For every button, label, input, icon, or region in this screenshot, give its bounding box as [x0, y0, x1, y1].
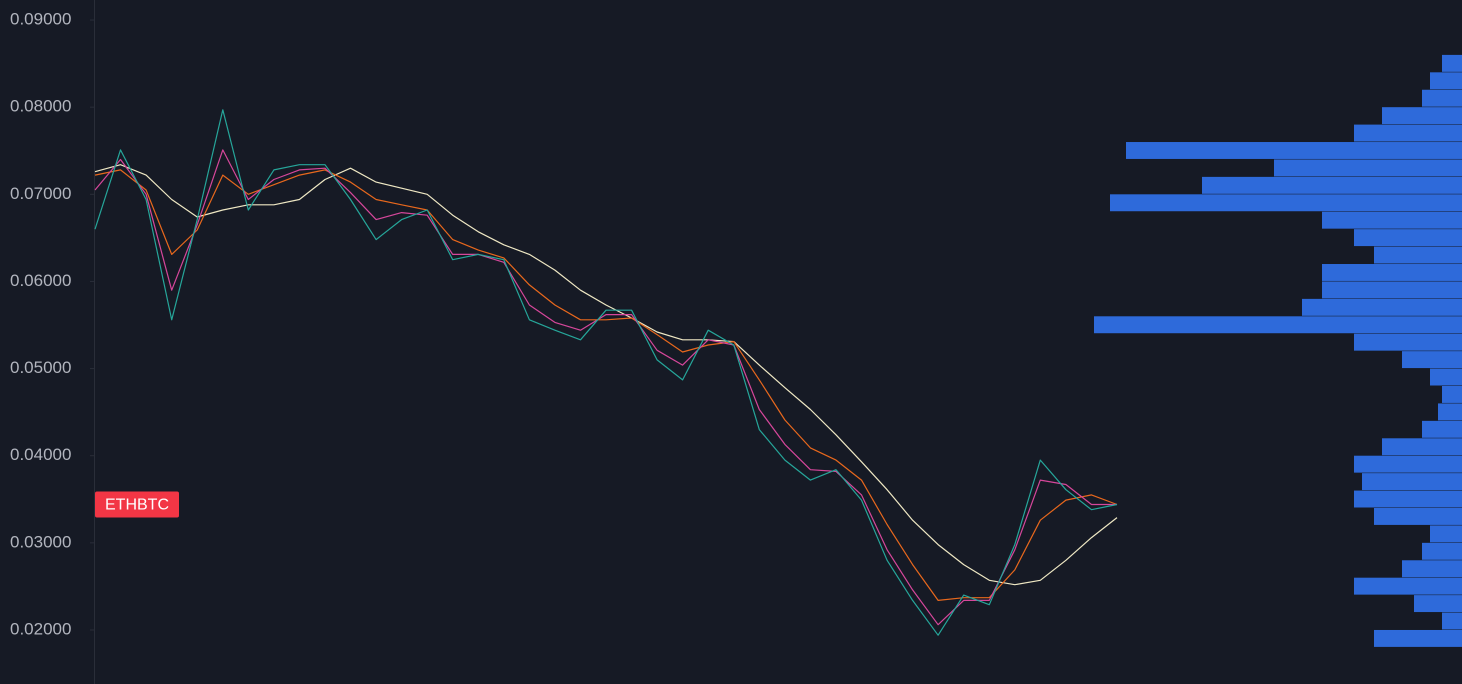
- volume-bar: [1382, 107, 1462, 125]
- y-tick-label: 0.03000: [10, 532, 71, 551]
- y-tick-label: 0.08000: [10, 97, 71, 116]
- volume-bar: [1442, 54, 1462, 72]
- volume-bar: [1422, 89, 1462, 107]
- volume-bar: [1322, 281, 1462, 299]
- volume-bar: [1430, 525, 1462, 543]
- volume-bar: [1202, 176, 1462, 194]
- y-tick-label: 0.09000: [10, 10, 71, 29]
- volume-bar: [1110, 194, 1462, 212]
- volume-bar: [1402, 560, 1462, 578]
- y-tick-label: 0.02000: [10, 619, 71, 638]
- y-tick-label: 0.05000: [10, 358, 71, 377]
- y-tick-label: 0.07000: [10, 184, 71, 203]
- volume-bar: [1438, 403, 1462, 421]
- volume-bar: [1354, 490, 1462, 508]
- volume-bar: [1354, 124, 1462, 142]
- price-line: [94, 109, 1118, 636]
- volume-bar: [1302, 298, 1462, 316]
- price-line: [94, 169, 1118, 601]
- volume-bar: [1422, 420, 1462, 438]
- volume-bar: [1430, 368, 1462, 386]
- volume-bar: [1354, 229, 1462, 247]
- volume-bar: [1354, 455, 1462, 473]
- volume-bar: [1322, 211, 1462, 229]
- price-line: [94, 164, 1118, 586]
- volume-bar: [1322, 264, 1462, 281]
- volume-bar: [1094, 316, 1462, 334]
- volume-bar: [1354, 333, 1462, 351]
- volume-bar: [1126, 142, 1462, 159]
- volume-bar: [1422, 542, 1462, 560]
- volume-bar: [1402, 351, 1462, 369]
- volume-bar: [1274, 159, 1462, 177]
- price-line: [94, 149, 1117, 626]
- symbol-tag-bg: [95, 491, 179, 518]
- volume-bar: [1374, 629, 1462, 647]
- symbol-tag-label: ETHBTC: [105, 497, 169, 514]
- volume-bar: [1374, 246, 1462, 264]
- volume-bar: [1442, 386, 1462, 403]
- y-tick-label: 0.06000: [10, 271, 71, 290]
- volume-bar: [1374, 507, 1462, 525]
- volume-bar: [1414, 595, 1462, 613]
- volume-bar: [1430, 72, 1462, 90]
- volume-bar: [1354, 577, 1462, 595]
- symbol-tag: ETHBTC: [95, 491, 179, 518]
- volume-bar: [1442, 612, 1462, 630]
- volume-bar: [1382, 438, 1462, 456]
- volume-bar: [1362, 473, 1462, 491]
- y-tick-label: 0.04000: [10, 445, 71, 464]
